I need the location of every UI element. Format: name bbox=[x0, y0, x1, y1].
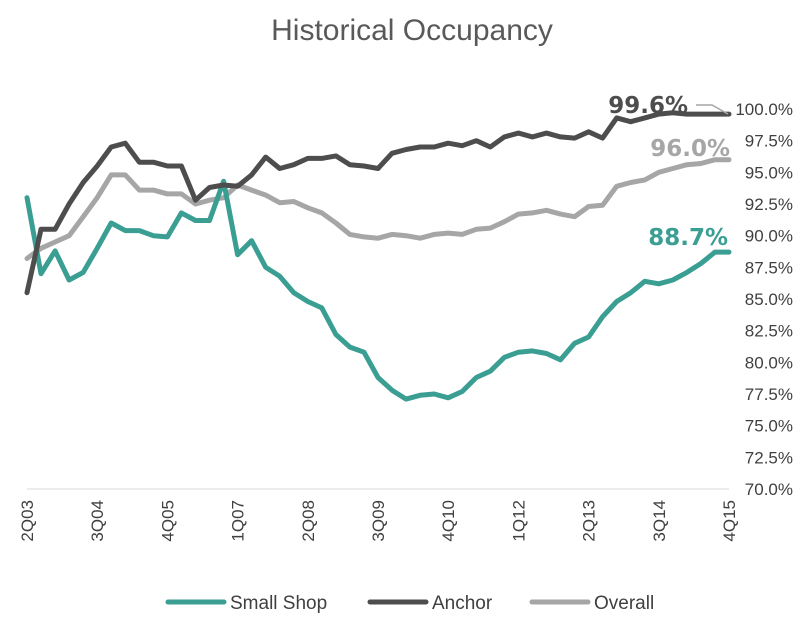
end-label-anchor: 99.6% bbox=[608, 93, 688, 119]
chart-title: Historical Occupancy bbox=[271, 14, 553, 47]
x-tick-label: 1Q12 bbox=[509, 500, 528, 542]
legend-label: Overall bbox=[594, 593, 654, 614]
series-line-anchor bbox=[24, 110, 732, 296]
legend-label: Anchor bbox=[432, 593, 493, 614]
y-tick-label: 95.0% bbox=[745, 163, 793, 182]
y-tick-label: 82.5% bbox=[745, 322, 793, 341]
x-tick-label: 2Q08 bbox=[299, 500, 318, 542]
x-tick-label: 2Q13 bbox=[580, 500, 599, 542]
y-tick-label: 70.0% bbox=[745, 480, 793, 499]
series-line-small-shop bbox=[24, 178, 732, 402]
x-tick-label: 3Q14 bbox=[650, 500, 669, 542]
x-axis: 2Q03 3Q04 4Q05 1Q07 2Q08 3Q09 4Q10 1Q12 2Q13 3Q14… bbox=[18, 488, 739, 542]
x-tick-label: 1Q07 bbox=[229, 500, 248, 542]
x-tick-label: 3Q04 bbox=[88, 500, 107, 542]
legend: Small Shop Anchor Overall bbox=[165, 593, 654, 614]
x-tick-label: 3Q09 bbox=[369, 500, 388, 542]
y-tick-label: 72.5% bbox=[745, 448, 793, 467]
x-tick-label: 4Q15 bbox=[720, 500, 739, 542]
series-line-overall bbox=[24, 157, 732, 261]
y-axis: 70.0% 72.5% 75.0% 77.5% 80.0% 82.5% 85.0% 87.5%… bbox=[735, 100, 793, 499]
y-tick-label: 85.0% bbox=[745, 290, 793, 309]
y-tick-label: 80.0% bbox=[745, 353, 793, 372]
y-tick-label: 92.5% bbox=[745, 195, 793, 214]
y-tick-label: 97.5% bbox=[745, 132, 793, 151]
y-tick-label: 90.0% bbox=[745, 227, 793, 246]
y-tick-label: 77.5% bbox=[745, 385, 793, 404]
end-labels: 88.7% 99.6% 96.0% bbox=[608, 93, 730, 251]
x-tick-label: 2Q03 bbox=[18, 500, 37, 542]
y-tick-label: 100.0% bbox=[735, 100, 793, 119]
end-label-small-shop: 88.7% bbox=[648, 225, 728, 251]
x-tick-label: 4Q05 bbox=[158, 500, 177, 542]
anchor-callout-leader bbox=[696, 104, 729, 115]
legend-label: Small Shop bbox=[230, 593, 327, 614]
x-tick-label: 4Q10 bbox=[439, 500, 458, 542]
y-tick-label: 87.5% bbox=[745, 258, 793, 277]
end-label-overall: 96.0% bbox=[650, 136, 730, 162]
y-tick-label: 75.0% bbox=[745, 417, 793, 436]
series-lines bbox=[24, 110, 732, 402]
